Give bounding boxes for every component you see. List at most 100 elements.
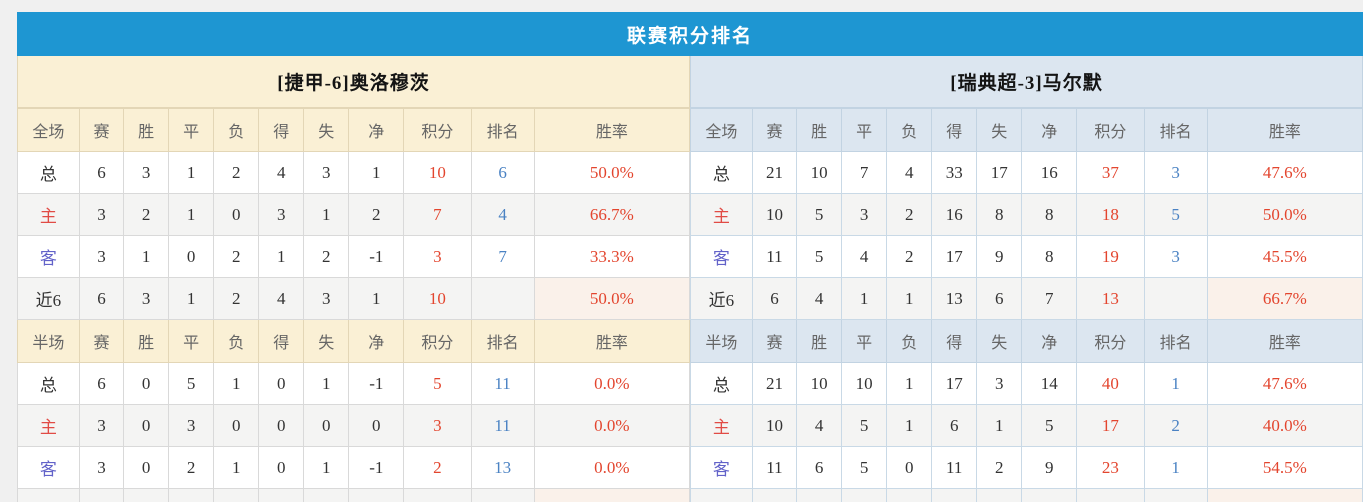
stat-cell: 5 <box>1021 404 1078 447</box>
row-label: 总 <box>690 151 753 194</box>
column-header: 得 <box>258 108 305 152</box>
row-label: 客 <box>17 235 80 278</box>
table-row: 主 10 4 5 1 6 1 5 17 2 40.0% <box>690 404 1363 447</box>
points-cell: 23 <box>1076 446 1145 489</box>
stat-cell: 1 <box>303 488 350 502</box>
stat-cell: 17 <box>931 362 978 405</box>
stat-cell: 11 <box>931 446 978 489</box>
stat-cell: 1 <box>213 362 260 405</box>
stat-cell: 5 <box>796 235 843 278</box>
stat-cell: 3 <box>796 488 843 502</box>
stat-cell: 8 <box>1021 193 1078 236</box>
rank-cell <box>1143 488 1208 502</box>
full-header-row: 全场赛胜平负得失净积分 排名 胜率 <box>690 108 1363 152</box>
winrate-cell: 0.0% <box>533 488 691 502</box>
column-header: 积分 <box>1076 108 1145 152</box>
stat-cell: 2 <box>886 235 933 278</box>
points-cell: 13 <box>1076 277 1145 320</box>
stat-cell: 9 <box>976 235 1023 278</box>
winrate-cell: 54.5% <box>1206 446 1363 489</box>
stat-cell: 2 <box>976 446 1023 489</box>
rank-cell: 1 <box>1143 362 1208 405</box>
winrate-cell: 66.7% <box>1206 277 1363 320</box>
stat-cell: 10 <box>751 404 798 447</box>
winrate-cell: 0.0% <box>533 446 691 489</box>
stat-cell: 6 <box>78 488 125 502</box>
stat-cell: 5 <box>168 488 215 502</box>
table-row: 主 3 0 3 0 0 0 0 3 11 0.0% <box>17 404 691 447</box>
stat-cell: 6 <box>976 277 1023 320</box>
stat-cell: 3 <box>841 488 888 502</box>
stat-cell: 1 <box>976 404 1023 447</box>
column-header: 胜率 <box>533 319 691 363</box>
table-row: 总 6 3 1 2 4 3 1 10 6 50.0% <box>17 151 691 194</box>
stat-cell: 3 <box>168 404 215 447</box>
stat-cell: 1 <box>841 277 888 320</box>
row-label: 客 <box>690 235 753 278</box>
stat-cell: 11 <box>751 235 798 278</box>
stat-cell: 6 <box>751 488 798 502</box>
row-label: 客 <box>17 446 80 489</box>
stat-cell: 10 <box>751 193 798 236</box>
stat-cell: 3 <box>258 193 305 236</box>
stat-cell: 16 <box>1021 151 1078 194</box>
rank-cell: 4 <box>470 193 535 236</box>
points-cell: 5 <box>403 362 472 405</box>
stat-cell: 10 <box>796 362 843 405</box>
column-header: 积分 <box>403 319 472 363</box>
stats-table: 全场赛胜平负得失净积分 排名 胜率总 21 10 7 4 33 17 16 37 3 47.6% 主 10 5… <box>690 108 1363 502</box>
rank-cell: 2 <box>1143 404 1208 447</box>
row-label: 近6 <box>17 277 80 320</box>
row-label: 客 <box>690 446 753 489</box>
team-tables: [捷甲-6]奥洛穆茨 全场赛胜平负得失净积分 排名 胜率总 6 3 1 2 4 3 1 10 6 50.0… <box>17 56 1363 502</box>
table-row: 客 3 0 2 1 0 1 -1 2 13 0.0% <box>17 446 691 489</box>
points-cell: 17 <box>1076 404 1145 447</box>
stat-cell: 2 <box>348 193 405 236</box>
points-cell: 2 <box>403 446 472 489</box>
stat-cell: 4 <box>841 235 888 278</box>
rank-cell: 6 <box>470 151 535 194</box>
stat-cell: 0 <box>123 446 170 489</box>
stat-cell: 10 <box>796 151 843 194</box>
stat-cell: 1 <box>886 404 933 447</box>
winrate-cell: 0.0% <box>533 362 691 405</box>
stat-cell: 2 <box>213 235 260 278</box>
row-label: 总 <box>17 362 80 405</box>
stat-cell: 1 <box>303 362 350 405</box>
table-row: 客 11 5 4 2 17 9 8 19 3 45.5% <box>690 235 1363 278</box>
column-header: 胜 <box>796 108 843 152</box>
column-header: 胜 <box>123 108 170 152</box>
stat-cell: 2 <box>886 193 933 236</box>
stat-cell: 4 <box>796 277 843 320</box>
winrate-cell: 50.0% <box>533 277 691 320</box>
rank-cell <box>1143 277 1208 320</box>
winrate-cell: 66.7% <box>533 193 691 236</box>
column-header: 积分 <box>403 108 472 152</box>
table-row: 客 11 6 5 0 11 2 9 23 1 54.5% <box>690 446 1363 489</box>
stat-cell: 4 <box>796 404 843 447</box>
page-title-bar: 联赛积分排名 <box>17 12 1363 56</box>
stat-cell: 21 <box>751 151 798 194</box>
column-header: 负 <box>213 108 260 152</box>
stat-cell: 0 <box>348 404 405 447</box>
stat-cell: 1 <box>213 446 260 489</box>
stat-cell: 0 <box>886 446 933 489</box>
table-row: 总 6 0 5 1 0 1 -1 5 11 0.0% <box>17 362 691 405</box>
winrate-cell: 33.3% <box>533 235 691 278</box>
stat-cell: 3 <box>123 151 170 194</box>
column-header: 胜率 <box>1206 319 1363 363</box>
rank-cell: 1 <box>1143 446 1208 489</box>
table-row: 总 21 10 7 4 33 17 16 37 3 47.6% <box>690 151 1363 194</box>
column-header: 赛 <box>78 319 125 363</box>
stat-cell: 1 <box>886 277 933 320</box>
standings-panel: 联赛积分排名 [捷甲-6]奥洛穆茨 全场赛胜平负得失净积分 排名 胜率总 6 3 1 2 4 3 1… <box>17 12 1363 502</box>
stat-cell: 0 <box>123 404 170 447</box>
stat-cell: 7 <box>841 151 888 194</box>
rank-cell: 11 <box>470 362 535 405</box>
stat-cell: 2 <box>123 193 170 236</box>
points-cell: 40 <box>1076 362 1145 405</box>
column-header: 平 <box>841 108 888 152</box>
half-header-row: 半场赛胜平负得失净积分 排名 胜率 <box>17 319 691 363</box>
stat-cell: 3 <box>78 193 125 236</box>
column-header: 负 <box>886 108 933 152</box>
